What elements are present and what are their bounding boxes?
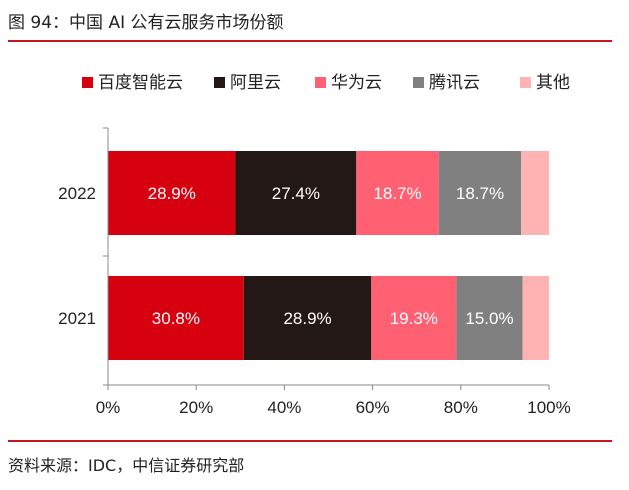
legend-label: 华为云 [331,73,382,93]
x-tick-label: 40% [267,398,301,417]
bar-segment [438,151,522,235]
bar-segment [521,151,549,235]
data-label: 27.4% [272,184,320,203]
figure-title: 图 94：中国 AI 公有云服务市场份额 [8,13,284,33]
bars: 28.9% 27.4% 18.7% 18.7% 30.8% 28.9% 19.3% 15.0% [108,151,549,360]
source-rule [8,440,612,442]
x-tick-label: 0% [96,398,121,417]
data-label: 15.0% [465,309,513,328]
bar-segment [235,151,357,235]
data-label: 28.9% [148,184,196,203]
legend-swatch [520,77,531,88]
x-tick-label: 60% [356,398,390,417]
data-label: 18.7% [373,184,421,203]
x-tick-label: 80% [444,398,478,417]
bar-segment [108,151,236,235]
axes: 2022 2021 0% 20% 40% 60% 80% 100% [58,127,571,417]
legend-swatch [214,77,225,88]
data-label: 18.7% [456,184,504,203]
legend-label: 百度智能云 [98,73,183,93]
x-tick-label: 100% [527,398,570,417]
x-tick-label: 20% [179,398,213,417]
data-label: 28.9% [283,309,331,328]
source-note: 资料来源：IDC，中信证券研究部 [8,456,245,475]
title-rule [8,40,612,42]
category-label: 2021 [58,309,96,328]
data-label: 30.8% [152,309,200,328]
category-label: 2022 [58,184,96,203]
legend-label: 腾讯云 [429,73,480,93]
data-label: 19.3% [390,309,438,328]
legend-label: 其他 [536,73,570,93]
bar-segment [356,151,439,235]
bar-segment [243,276,372,360]
bar-segment [522,276,549,360]
bar-segment [108,276,244,360]
bar-segment [371,276,457,360]
legend: 百度智能云 阿里云 华为云 腾讯云 其他 [82,73,570,93]
legend-swatch [413,77,424,88]
legend-swatch [82,77,93,88]
bar-segment [456,276,523,360]
legend-swatch [315,77,326,88]
legend-label: 阿里云 [230,73,281,93]
